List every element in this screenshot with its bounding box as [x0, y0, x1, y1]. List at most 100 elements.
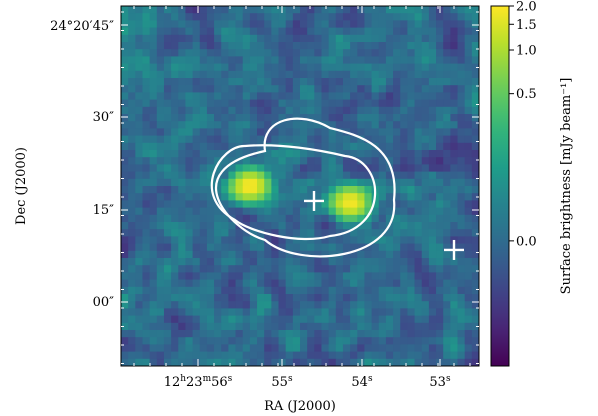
map-pixel [443, 308, 451, 316]
map-pixel [199, 34, 208, 43]
map-pixel [264, 135, 272, 144]
colorbar-tick-label: 0.0 [516, 234, 537, 249]
map-pixel [264, 49, 272, 57]
map-pixel [314, 351, 322, 360]
map-pixel [457, 330, 466, 338]
map-pixel [328, 236, 337, 244]
map-pixel [335, 279, 344, 288]
map-pixel [206, 344, 215, 352]
map-pixel [457, 164, 466, 172]
map-pixel [271, 214, 279, 223]
map-pixel [300, 294, 308, 302]
map-pixel [464, 315, 473, 324]
map-pixel [206, 85, 215, 93]
map-pixel [464, 236, 473, 244]
map-pixel [285, 207, 294, 216]
map-pixel [342, 279, 351, 288]
map-pixel [142, 13, 151, 21]
map-pixel [414, 135, 423, 144]
map-pixel [357, 171, 365, 180]
map-pixel [357, 85, 365, 93]
map-pixel [436, 186, 444, 194]
map-pixel [350, 358, 358, 367]
map-pixel [471, 56, 480, 64]
map-pixel [314, 358, 322, 367]
map-pixel [436, 250, 444, 259]
map-pixel [214, 121, 222, 129]
map-pixel [285, 13, 294, 21]
map-pixel [371, 214, 380, 223]
map-pixel [142, 337, 151, 345]
map-pixel [307, 222, 315, 230]
map-pixel [221, 272, 229, 280]
map-pixel [471, 135, 480, 144]
map-pixel [443, 135, 451, 144]
map-pixel [192, 193, 201, 201]
map-pixel [235, 301, 244, 309]
map-pixel [321, 301, 330, 309]
map-pixel [135, 265, 143, 273]
map-pixel [178, 49, 186, 57]
map-pixel [192, 121, 201, 129]
map-pixel [328, 214, 337, 223]
map-pixel [335, 85, 344, 93]
map-pixel [199, 20, 208, 28]
map-pixel [249, 70, 258, 79]
map-pixel [271, 222, 279, 230]
map-pixel [328, 207, 337, 216]
map-pixel [450, 178, 458, 187]
map-pixel [307, 42, 315, 50]
map-pixel [228, 272, 236, 280]
map-pixel [206, 308, 215, 316]
map-pixel [221, 171, 229, 180]
map-pixel [335, 13, 344, 21]
map-pixel [149, 49, 158, 57]
map-pixel [378, 49, 387, 57]
map-pixel [393, 121, 401, 129]
map-pixel [135, 42, 143, 50]
map-pixel [264, 358, 272, 367]
map-pixel [471, 92, 480, 100]
map-pixel [300, 13, 308, 21]
map-pixel [163, 49, 172, 57]
map-pixel [214, 286, 222, 295]
map-pixel [228, 301, 236, 309]
map-pixel [314, 85, 322, 93]
map-pixel [378, 272, 387, 280]
map-pixel [385, 229, 394, 237]
map-pixel [385, 114, 394, 122]
map-pixel [257, 70, 265, 79]
map-pixel [156, 56, 165, 64]
map-pixel [271, 6, 279, 14]
map-pixel [192, 243, 201, 252]
map-pixel [300, 272, 308, 280]
map-pixel [206, 135, 215, 144]
map-pixel [414, 157, 423, 165]
map-pixel [364, 42, 372, 50]
map-pixel [364, 214, 372, 223]
map-pixel [206, 171, 215, 180]
map-pixel [321, 20, 330, 28]
map-pixel [457, 258, 466, 266]
map-pixel [400, 330, 408, 338]
map-pixel [228, 92, 236, 100]
map-pixel [235, 135, 244, 144]
map-pixel [185, 222, 193, 230]
map-pixel [171, 135, 179, 144]
map-pixel [206, 128, 215, 136]
map-pixel [228, 286, 236, 295]
map-pixel [163, 34, 172, 43]
map-pixel [178, 63, 186, 72]
map-pixel [192, 250, 201, 259]
map-pixel [235, 294, 244, 302]
map-pixel [221, 214, 229, 223]
map-pixel [335, 308, 344, 316]
map-pixel [421, 358, 430, 367]
map-pixel [221, 279, 229, 288]
map-pixel [421, 171, 430, 180]
map-pixel [149, 85, 158, 93]
map-pixel [385, 236, 394, 244]
map-pixel [457, 222, 466, 230]
map-pixel [335, 322, 344, 331]
map-pixel [257, 243, 265, 252]
